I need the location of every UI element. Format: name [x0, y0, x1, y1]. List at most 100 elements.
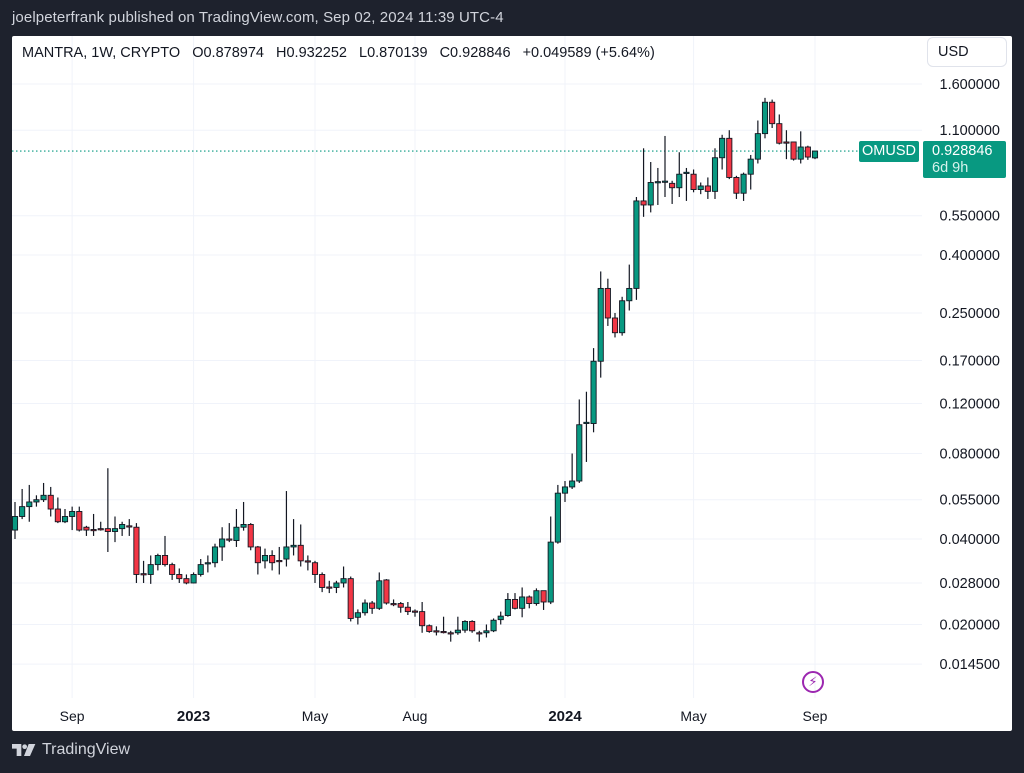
candle-body-up [697, 185, 704, 190]
symbol-title: MANTRA, 1W, CRYPTO [22, 45, 181, 61]
brand-name: TradingView [42, 741, 131, 758]
candle [576, 399, 583, 483]
candle-body-up [811, 150, 819, 159]
candle [504, 593, 511, 617]
candle [747, 154, 754, 190]
candle-body-down [611, 317, 619, 334]
x-tick-label: 2023 [177, 708, 210, 725]
close-value: C0.928846 [439, 45, 511, 61]
candle [804, 145, 811, 160]
candle-body-up [233, 526, 240, 541]
candle [426, 624, 433, 633]
candle-body-down [804, 146, 811, 158]
y-tick-label: 0.120000 [940, 396, 1000, 412]
candle [590, 348, 597, 433]
candle [283, 491, 290, 567]
candle-body-up [354, 612, 361, 618]
candle [704, 177, 711, 199]
candle [419, 601, 426, 633]
candle [490, 618, 497, 633]
y-tick-label: 0.400000 [940, 248, 1000, 264]
candle-body-down [433, 630, 440, 633]
candle [26, 484, 33, 522]
y-tick-label: 0.250000 [940, 306, 1000, 322]
candle [83, 525, 90, 536]
currency-button[interactable]: USD [927, 37, 1007, 67]
candle-body-up [590, 360, 597, 424]
y-tick-label: 0.550000 [940, 209, 1000, 225]
candle [404, 601, 411, 615]
candle [154, 553, 161, 571]
candle-body-up [654, 181, 661, 184]
candle-body-down [319, 574, 326, 588]
candle-body-down [54, 508, 61, 523]
candle-body-down [704, 185, 711, 192]
candle [533, 588, 540, 606]
candle [240, 501, 247, 531]
candle-body-down [97, 528, 104, 531]
candle [811, 150, 819, 160]
candle [476, 630, 483, 642]
bar-countdown: 6d 9h [932, 160, 969, 176]
candle-body-up [547, 541, 554, 603]
candle-body-down [640, 200, 647, 206]
x-tick-label: Sep [60, 708, 85, 724]
time-axis: Sep 2023 May Aug 2024 May Sep [60, 708, 828, 725]
candle-body-up [626, 287, 633, 302]
chart-panel[interactable] [12, 36, 1012, 731]
candle-body-down [311, 562, 319, 575]
candle-body-up [533, 590, 540, 604]
lightning-icon[interactable]: ⚡︎ [802, 671, 824, 693]
candle-body-up [583, 421, 590, 424]
candle [483, 624, 490, 638]
candle [604, 278, 611, 326]
x-tick-label: Sep [803, 708, 828, 724]
candle-body-down [347, 578, 354, 619]
candle-body-down [369, 602, 376, 609]
candle [11, 501, 19, 539]
candle [61, 509, 69, 524]
price-axis: 1.600000 1.100000 0.550000 0.400000 0.250000… [940, 77, 1000, 673]
candle-body-up [504, 598, 511, 617]
candle-body-down [176, 574, 183, 580]
candle [397, 601, 404, 613]
last-price: 0.928846 [932, 143, 993, 159]
candle-body-up [483, 630, 490, 634]
candle-body-down [83, 526, 90, 531]
candle [433, 626, 440, 636]
candle-body-up [33, 499, 40, 503]
candle-body-down [426, 625, 433, 632]
candle-body-up [290, 544, 297, 548]
candle-body-up [283, 546, 290, 560]
candle [754, 120, 761, 164]
candle-body-up [747, 158, 754, 175]
tradingview-branding[interactable]: TradingView [12, 741, 130, 759]
candle [204, 555, 211, 573]
candle-body-up [754, 133, 761, 160]
last-price-box: 0.928846 6d 9h [923, 141, 1006, 178]
candle [790, 141, 797, 161]
candle [40, 482, 47, 502]
candle-body-up [497, 615, 504, 621]
candle-body-down [776, 123, 783, 144]
candle-body-up [647, 182, 654, 206]
candle [619, 296, 626, 336]
candle-body-up [569, 480, 576, 488]
candle-body-up [519, 596, 526, 609]
candle [390, 599, 397, 607]
candle [440, 616, 447, 634]
candle-body-down [47, 494, 54, 510]
candle [169, 562, 176, 580]
candle-body-up [40, 494, 47, 501]
candle-body-up [340, 578, 347, 584]
candle-body-up [676, 173, 683, 189]
candle-body-up [61, 516, 69, 523]
candle-body-up [19, 506, 26, 517]
candle [454, 616, 461, 635]
candle [69, 506, 76, 531]
candle-body-up [597, 287, 604, 362]
candle-body-down [90, 529, 97, 532]
candle [561, 481, 569, 502]
candle [254, 545, 261, 575]
